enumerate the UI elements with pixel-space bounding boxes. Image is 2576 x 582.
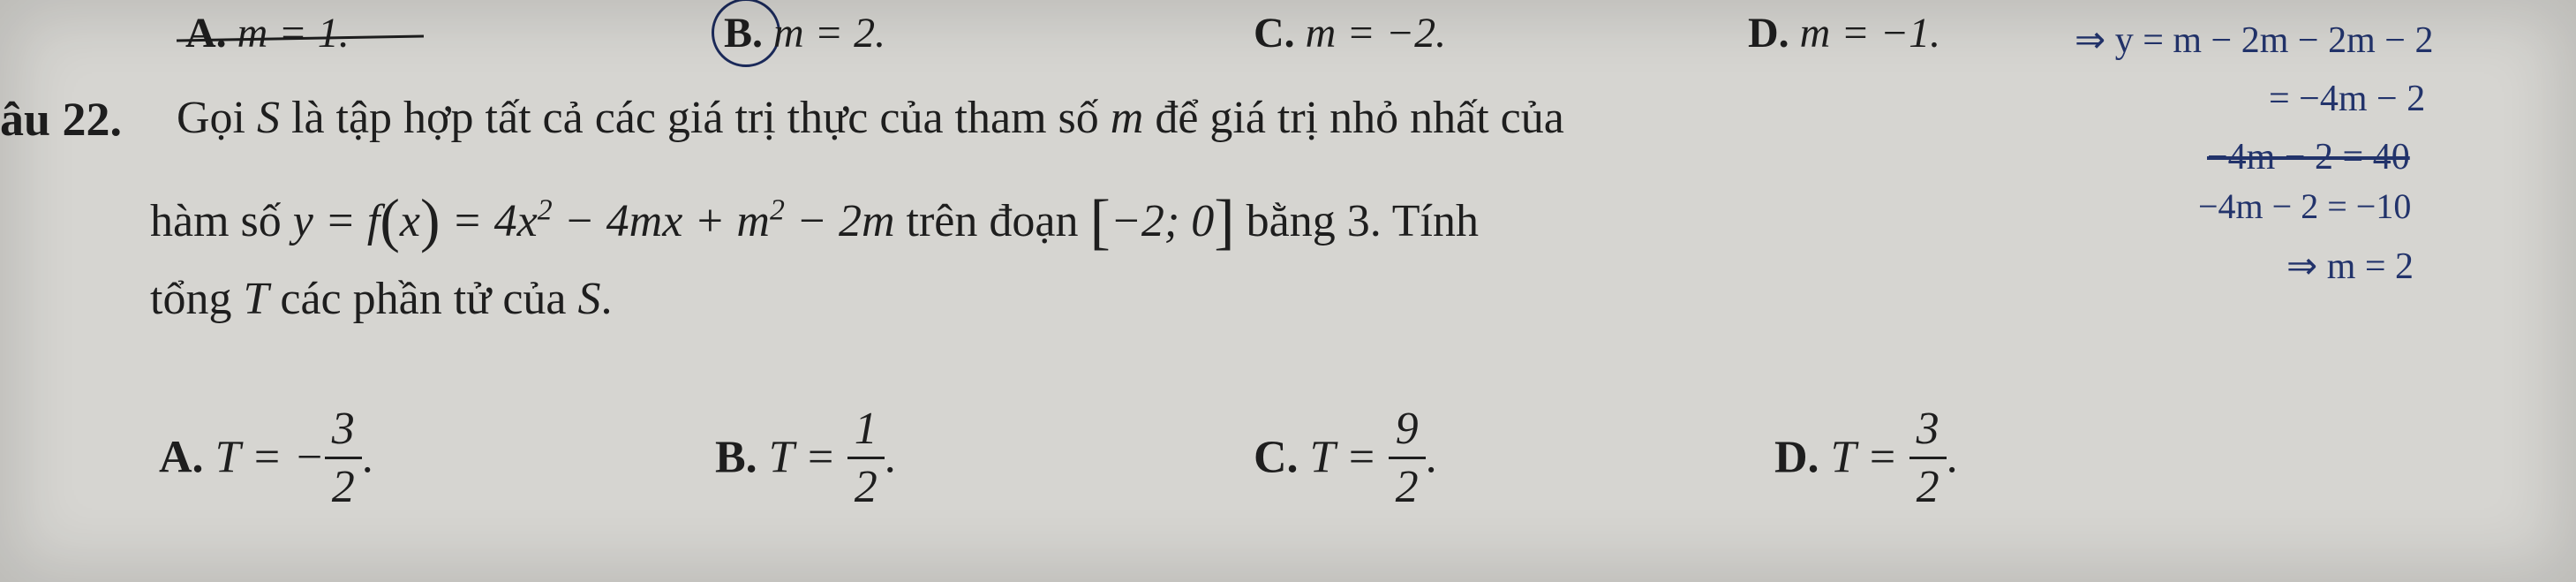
denominator: 2 [847,461,885,513]
option-math: m = −1. [1800,10,1940,57]
prev-options-row: A. m = 1. B. m = 2. C. m = −2. D. m = −1… [0,9,2576,88]
var-t: T [243,274,268,324]
text: các phần tử của [268,274,577,324]
option-letter: B. [724,10,763,57]
eq-rhs-1: = 4x [441,196,538,246]
option-letter: C. [1254,432,1299,482]
text: là tập hợp tất cả các giá trị thực của t… [280,93,1111,143]
fracbar-icon [325,457,362,459]
answer-d: D. T = 3 2 . [1774,406,1958,517]
text: . [601,274,613,324]
fraction: 1 2 [847,403,885,513]
option-math: m = 1. [237,10,350,57]
denominator: 2 [325,461,362,513]
var-m: m [1111,93,1144,143]
eq-rhs-3: − 2m [785,196,895,246]
question-line-2: hàm số y = f(x) = 4x2 − 4mx + m2 − 2m tr… [150,163,2207,268]
fraction: 3 2 [325,403,362,513]
eq-prefix: T = [1831,432,1909,482]
handwriting-line-3: −4m − 2 = 40 [2207,136,2410,178]
denominator: 2 [1909,461,1947,513]
prev-option-a: A. m = 1. [185,9,350,57]
prev-option-b: B. m = 2. [724,9,885,57]
var-s: S [578,274,601,324]
fraction: 9 2 [1389,403,1426,513]
answer-c: C. T = 9 2 . [1254,406,1437,517]
period: . [885,432,896,482]
period: . [1426,432,1437,482]
rparen-icon: ) [420,187,441,253]
question-line-1: Gọi S là tập hợp tất cả các giá trị thực… [177,79,2207,157]
exam-page: A. m = 1. B. m = 2. C. m = −2. D. m = −1… [0,0,2576,582]
question-line-3: tổng T các phần tử của S. [150,261,2207,338]
answer-b: B. T = 1 2 . [715,406,896,517]
answers-row: A. T = − 3 2 . B. T = 1 2 . C. T = 9 2 . [0,371,2576,530]
handwriting-line-4: −4m − 2 = −10 [2198,185,2411,227]
var-s: S [257,93,280,143]
text: hàm số [150,196,293,246]
prev-option-d: D. m = −1. [1748,9,1940,57]
eq-prefix: T = [769,432,847,482]
option-letter: D. [1774,432,1819,482]
numerator: 3 [325,403,362,455]
eq-prefix: T = − [215,432,325,482]
eq-prefix: T = [1310,432,1389,482]
fracbar-icon [1389,457,1426,459]
prev-option-c: C. m = −2. [1254,9,1446,57]
option-letter: D. [1748,10,1789,57]
text: Gọi [177,93,257,143]
rbracket-icon: ] [1214,187,1234,256]
eq-rhs-2: − 4mx + m [553,196,770,246]
fracbar-icon [847,457,885,459]
sup-2: 2 [538,194,553,227]
text: trên đoạn [895,196,1090,246]
interval: −2; 0 [1111,196,1214,246]
option-math: m = −2. [1306,10,1446,57]
eq-lhs: y = f [293,196,380,246]
option-math: m = 2. [773,10,885,57]
denominator: 2 [1389,461,1426,513]
fracbar-icon [1909,457,1947,459]
lbracket-icon: [ [1089,187,1110,256]
fraction: 3 2 [1909,403,1947,513]
period: . [1947,432,1958,482]
text: bằng 3. Tính [1235,196,1479,246]
option-letter: A. [185,10,227,57]
option-letter: C. [1254,10,1295,57]
period: . [362,432,373,482]
text: tổng [150,274,243,324]
option-letter: B. [715,432,757,482]
handwriting-line-5: ⇒ m = 2 [2286,244,2414,288]
numerator: 3 [1909,403,1947,455]
numerator: 1 [847,403,885,455]
question-label: âu 22. [0,79,122,161]
var-x: x [400,196,420,246]
sup-2: 2 [770,194,785,227]
option-letter: A. [159,432,204,482]
numerator: 9 [1389,403,1426,455]
lparen-icon: ( [380,187,400,253]
answer-a: A. T = − 3 2 . [159,406,373,517]
text: để giá trị nhỏ nhất của [1143,93,1564,143]
